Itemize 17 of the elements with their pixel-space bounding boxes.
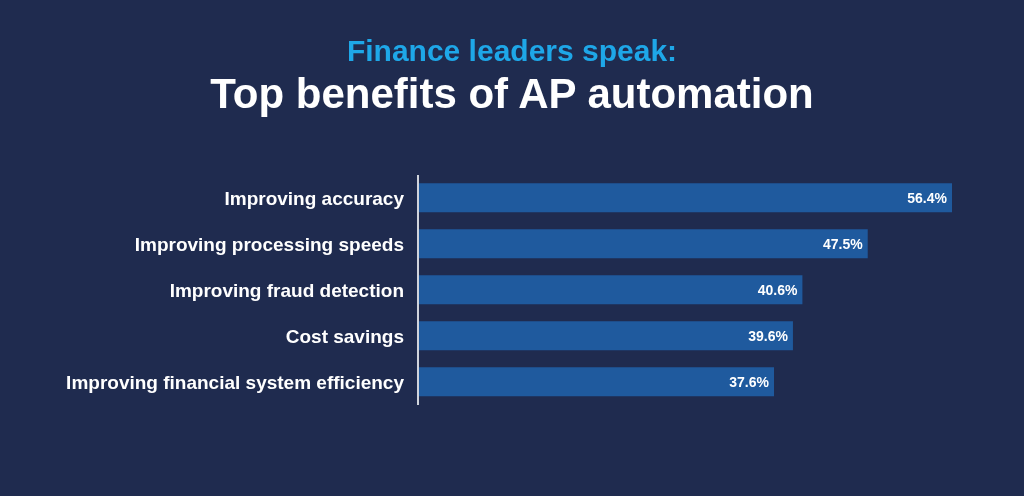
data-label: 56.4% xyxy=(907,189,948,206)
y-tick-label: Improving fraud detection xyxy=(169,279,404,301)
data-label: 47.5% xyxy=(823,235,864,252)
bar xyxy=(418,183,952,213)
data-label: 39.6% xyxy=(748,327,789,344)
chart-title: Top benefits of AP automation xyxy=(209,70,815,118)
y-tick-label: Cost savings xyxy=(285,325,404,347)
chart-subtitle: Finance leaders speak: xyxy=(345,34,679,68)
data-label: 40.6% xyxy=(757,281,798,298)
data-label: 37.6% xyxy=(729,373,770,390)
y-tick-label: Improving processing speeds xyxy=(134,233,404,255)
bar xyxy=(418,321,793,351)
y-tick-label: Improving accuracy xyxy=(224,187,405,209)
y-tick-label: Improving financial system efficiency xyxy=(66,371,405,393)
bar xyxy=(418,275,803,305)
bar xyxy=(418,367,774,397)
bar xyxy=(418,229,868,259)
